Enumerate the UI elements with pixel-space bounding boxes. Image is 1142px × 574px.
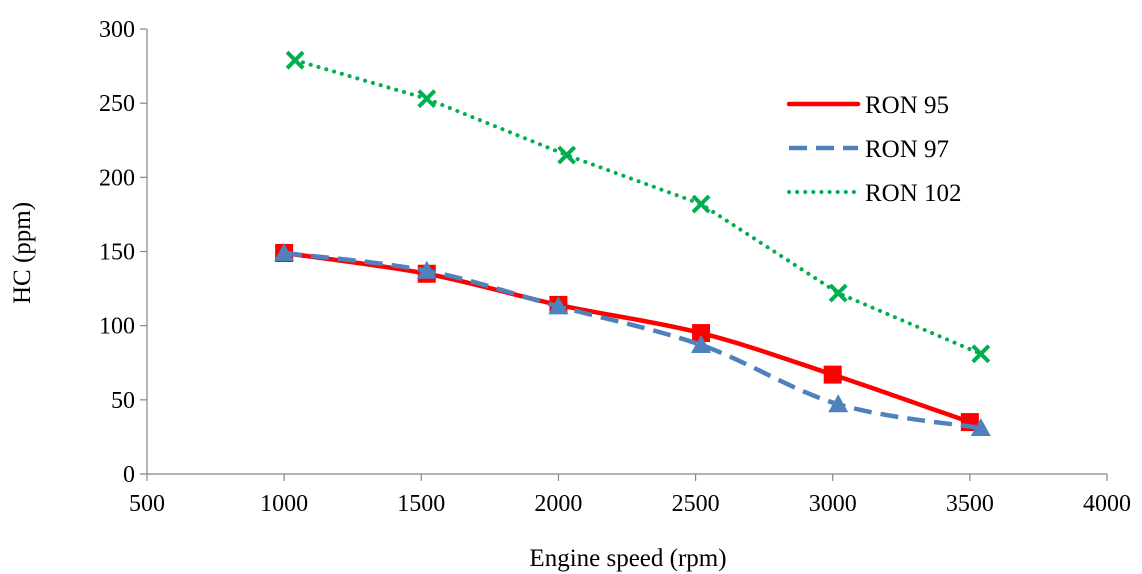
x-tick-label: 2000 xyxy=(534,491,582,517)
y-tick-label: 300 xyxy=(99,17,135,43)
y-tick-label: 50 xyxy=(111,388,135,414)
series-line-ron-97 xyxy=(283,250,982,431)
series-line-ron-95 xyxy=(281,250,973,425)
legend-label-ron-102: RON 102 xyxy=(865,180,962,207)
y-tick-label: 200 xyxy=(99,165,135,191)
legend: RON 95 RON 97 RON 102 xyxy=(786,92,962,207)
legend-label-ron-97: RON 97 xyxy=(865,136,949,163)
series-ron-95 xyxy=(275,243,979,432)
data-point-ron-97 xyxy=(970,418,991,437)
series-ron-97 xyxy=(274,242,991,437)
y-tick-label: 0 xyxy=(123,462,135,488)
data-point-ron-97 xyxy=(548,296,569,315)
data-point-ron-102 xyxy=(828,283,848,303)
data-point-ron-102 xyxy=(691,194,711,214)
data-point-ron-102 xyxy=(557,145,577,165)
data-point-ron-97 xyxy=(274,242,295,261)
x-tick-label: 3500 xyxy=(946,491,994,517)
series-line-ron-102 xyxy=(293,58,983,356)
y-tick-label: 100 xyxy=(99,314,135,340)
x-tick-label: 3000 xyxy=(809,491,857,517)
x-axis-title: Engine speed (rpm) xyxy=(529,545,726,572)
y-axis-ticks: 0 50 100 150 200 250 300 xyxy=(99,17,147,488)
legend-label-ron-95: RON 95 xyxy=(865,92,949,119)
plot-area xyxy=(274,50,991,437)
data-point-ron-97 xyxy=(828,394,849,413)
data-point-ron-102 xyxy=(285,50,305,70)
data-point-ron-102 xyxy=(971,344,991,364)
y-tick-label: 150 xyxy=(99,240,135,266)
x-tick-label: 2500 xyxy=(672,491,720,517)
data-point-ron-97 xyxy=(416,260,437,279)
x-tick-label: 1500 xyxy=(397,491,445,517)
x-tick-label: 4000 xyxy=(1083,491,1131,517)
series-ron-102 xyxy=(285,50,991,364)
x-axis-ticks: 500 1000 1500 2000 2500 3000 3500 4000 xyxy=(129,474,1131,517)
x-tick-label: 1000 xyxy=(260,491,308,517)
x-tick-label: 500 xyxy=(129,491,165,517)
y-tick-label: 250 xyxy=(99,91,135,117)
y-axis-title: HC (ppm) xyxy=(9,202,36,304)
data-point-ron-95 xyxy=(823,365,842,384)
data-point-ron-97 xyxy=(691,334,712,353)
data-point-ron-95 xyxy=(692,324,711,343)
data-point-ron-102 xyxy=(417,89,437,109)
